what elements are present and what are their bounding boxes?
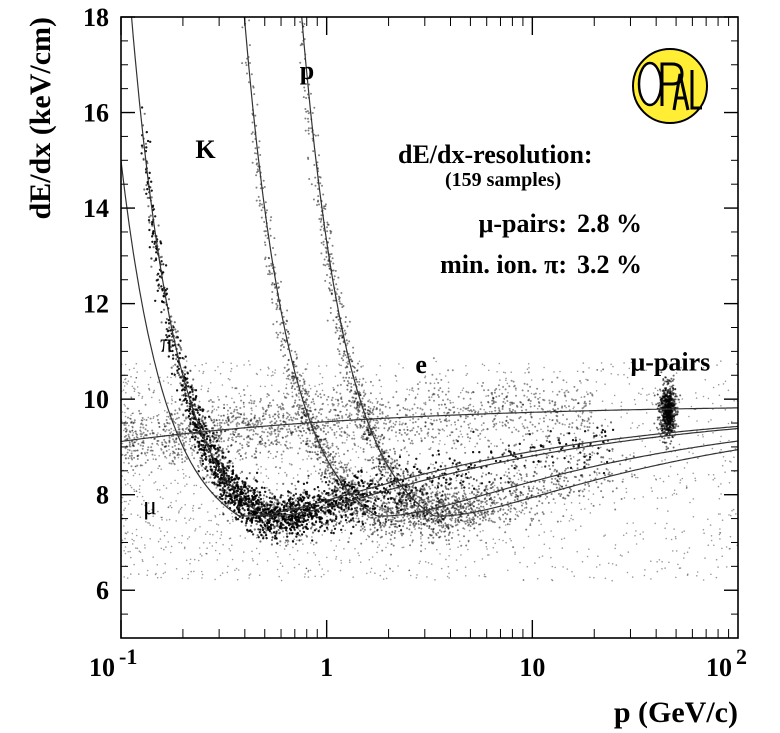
y-tick-label: 12	[83, 290, 109, 319]
scatter-mu-pairs	[653, 368, 682, 451]
axis-ticks	[120, 16, 738, 639]
curve-label: p	[300, 56, 314, 85]
x-axis-title: p (GeV/c)	[614, 696, 738, 729]
y-tick-label: 10	[83, 385, 109, 414]
x-tick-label: 10 -1	[89, 644, 137, 682]
curve-label: K	[195, 135, 216, 164]
min-ion-resolution-value: 3.2 %	[577, 250, 642, 279]
resolution-title: dE/dx-resolution:	[398, 140, 593, 169]
scatter-band	[241, 19, 594, 556]
y-tick-label: 6	[96, 576, 109, 605]
opal-logo	[632, 48, 708, 124]
y-axis-title: dE/dx (keV/cm)	[24, 17, 57, 220]
x-tick-label: 10	[519, 653, 545, 682]
x-tick-label: 1	[320, 653, 333, 682]
x-tick-labels: 10 -1 1 10 10 2	[89, 644, 747, 682]
curve-label: π	[160, 328, 173, 357]
y-tick-label: 16	[83, 99, 109, 128]
curve-label: μ-pairs	[631, 348, 711, 377]
y-tick-label: 18	[83, 3, 109, 32]
curve-label: e	[415, 350, 427, 379]
y-tick-labels: 6 8 10 12 14 16 18	[83, 3, 109, 605]
scatter-band	[121, 357, 595, 479]
electron-curve	[121, 407, 738, 442]
curve-label: μ	[143, 491, 157, 520]
pion-curve	[130, 17, 738, 517]
y-tick-label: 8	[96, 481, 109, 510]
scatter-background	[121, 360, 738, 582]
mu-pairs-resolution-value: 2.8 %	[577, 209, 642, 238]
x-tick-label: 10 2	[706, 644, 747, 682]
min-ion-resolution-label: min. ion. π:	[440, 250, 567, 279]
samples-note: (159 samples)	[445, 169, 561, 191]
muon-curve	[121, 160, 738, 517]
bethe-bloch-curves	[121, 17, 738, 517]
mu-pairs-resolution-label: μ-pairs:	[479, 209, 567, 238]
y-tick-label: 14	[83, 194, 109, 223]
proton-curve	[301, 17, 738, 517]
curve-labels: Kp π e μ μ-pairs	[143, 56, 710, 520]
kaon-curve	[243, 17, 738, 517]
